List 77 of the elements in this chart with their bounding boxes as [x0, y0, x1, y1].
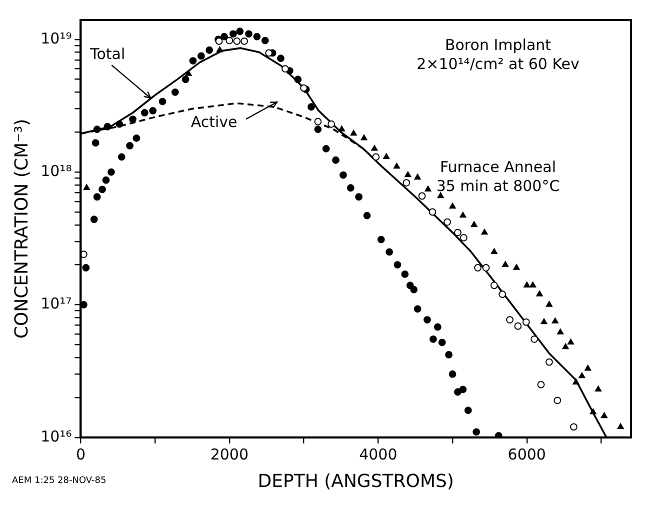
point: [185, 70, 192, 76]
point: [578, 372, 586, 378]
point: [584, 364, 592, 371]
annotation: Furnace Anneal 35 min at 800°C: [435, 158, 561, 196]
point: [524, 282, 530, 288]
point: [418, 192, 426, 200]
point: [460, 234, 468, 242]
annotation: Total: [89, 45, 126, 64]
point: [404, 171, 412, 178]
point: [572, 378, 580, 384]
point: [470, 221, 478, 227]
point: [449, 202, 456, 209]
point: [567, 338, 574, 345]
point: [600, 412, 608, 418]
point: [460, 212, 466, 218]
point: [552, 318, 558, 324]
point: [513, 264, 520, 270]
point: [314, 118, 322, 126]
point: [502, 261, 509, 267]
point: [498, 290, 506, 298]
point: [540, 318, 548, 324]
point: [233, 37, 241, 45]
point: [360, 134, 368, 140]
point: [490, 248, 498, 254]
point: [595, 386, 602, 392]
point: [562, 343, 569, 350]
point: [216, 46, 224, 52]
point: [83, 184, 90, 190]
point: [570, 423, 578, 431]
point: [454, 228, 462, 236]
x-tick-label: 0: [76, 445, 86, 464]
point: [226, 36, 234, 44]
point: [530, 282, 536, 288]
point: [482, 264, 490, 272]
point: [522, 318, 530, 326]
x-tick-label: 4000: [359, 445, 398, 464]
point: [80, 250, 88, 258]
annotation: Boron Implant 2×10¹⁴/cm² at 60 Kev: [416, 36, 580, 74]
point: [557, 328, 564, 334]
y-tick-label: 10¹⁹: [40, 29, 72, 48]
annotation: Active: [190, 112, 238, 131]
point: [444, 218, 452, 226]
x-tick-label: 2000: [210, 445, 249, 464]
y-tick-label: 10¹⁷: [40, 294, 72, 313]
y-tick-label: 10¹⁸: [40, 162, 72, 180]
point: [590, 408, 596, 414]
text: AEM 1:25 28-NOV-85: [12, 476, 106, 488]
point: [537, 380, 545, 388]
point: [546, 301, 552, 307]
point: [371, 144, 378, 151]
point: [414, 174, 421, 180]
point: [536, 290, 543, 296]
point: [282, 65, 289, 73]
point: [402, 179, 410, 186]
point: [437, 192, 444, 198]
point: [428, 208, 436, 216]
point: [554, 396, 562, 404]
point: [530, 335, 538, 343]
point: [546, 358, 553, 366]
point: [506, 316, 514, 324]
point: [490, 282, 498, 290]
point: [474, 264, 482, 272]
point: [350, 130, 357, 136]
point: [328, 120, 336, 128]
point: [393, 162, 400, 169]
point: [481, 228, 488, 235]
x-tick-label: 6000: [508, 445, 546, 464]
point: [383, 153, 390, 160]
point: [240, 37, 248, 45]
point: [424, 186, 432, 192]
y-axis-title: CONCENTRATION (CM⁻³): [11, 118, 32, 339]
point: [514, 322, 522, 330]
point: [617, 423, 624, 429]
x-axis-title: DEPTH (ANGSTROMS): [258, 470, 454, 492]
point: [372, 153, 380, 161]
point: [338, 126, 345, 132]
y-tick-label: 10¹⁶: [40, 427, 72, 446]
